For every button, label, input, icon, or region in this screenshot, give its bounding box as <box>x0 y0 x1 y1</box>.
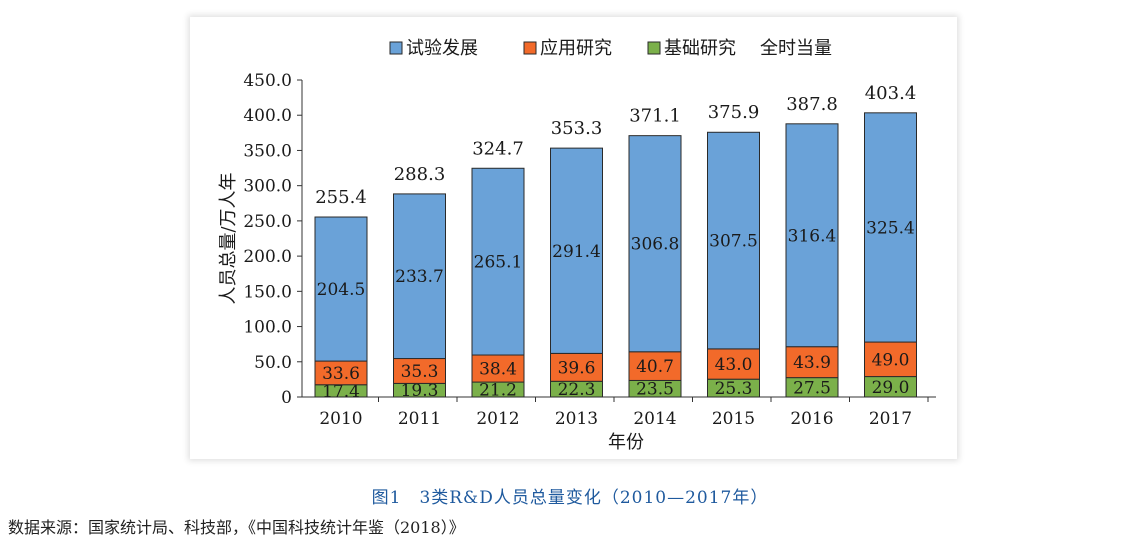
data-label: 40.7 <box>636 357 674 377</box>
source-note: 数据来源：国家统计局、科技部，《中国科技统计年鉴（2018）》 <box>8 518 465 537</box>
legend-extra-label: 全时当量 <box>760 38 832 59</box>
data-label: 38.4 <box>479 360 517 380</box>
x-tick-label: 2013 <box>555 409 598 429</box>
data-label: 325.4 <box>866 218 915 238</box>
bar-segment-experimental <box>707 131 760 350</box>
bar-segment-experimental <box>314 216 368 362</box>
y-tick-label: 200.0 <box>243 247 292 267</box>
data-label: 22.3 <box>558 380 596 400</box>
y-tick-label: 150.0 <box>243 282 292 302</box>
data-label: 43.9 <box>793 353 831 373</box>
y-tick-label: 100.0 <box>243 318 292 338</box>
legend-item-applied-swatch <box>523 41 537 55</box>
y-axis-label: 人员总量/万人年 <box>218 172 239 304</box>
data-label: 23.5 <box>636 380 674 400</box>
bar-segment-experimental <box>471 167 525 356</box>
legend-item-experimental-swatch <box>389 41 403 55</box>
y-tick-label: 250.0 <box>243 212 292 232</box>
x-tick-label: 2016 <box>790 409 833 429</box>
x-tick-label: 2011 <box>398 409 441 429</box>
y-tick-label: 450.0 <box>243 71 292 91</box>
data-label: 316.4 <box>788 226 837 246</box>
data-label: 21.2 <box>479 381 517 401</box>
x-tick-label: 2014 <box>633 409 676 429</box>
x-tick-label: 2010 <box>319 409 362 429</box>
legend-item-experimental-label: 试验发展 <box>406 38 478 59</box>
data-label: 204.5 <box>317 280 366 300</box>
data-label: 27.5 <box>793 378 831 398</box>
total-label: 255.4 <box>315 187 367 208</box>
y-tick-label: 350.0 <box>243 141 292 161</box>
bar-segment-experimental <box>785 123 839 348</box>
data-label: 265.1 <box>474 253 523 273</box>
total-label: 387.8 <box>786 94 838 115</box>
data-label: 49.0 <box>872 350 910 370</box>
bar-segment-experimental <box>628 135 682 353</box>
bar-segment-experimental <box>864 112 917 343</box>
bar-segment-applied <box>707 348 760 380</box>
data-label: 306.8 <box>631 235 680 255</box>
bar-segment-applied <box>864 341 917 378</box>
y-tick-label: 400.0 <box>243 106 292 126</box>
bar-segment-applied <box>550 352 603 382</box>
chart-panel: 0 50.0 100.0 150.0 200.0 250.0 300.0 350.0 400.0… <box>190 17 957 459</box>
total-label: 403.4 <box>865 83 917 104</box>
legend-item-basic-label: 基础研究 <box>664 38 736 59</box>
bar-segment-experimental <box>550 147 603 354</box>
x-tick-label: 2017 <box>869 409 912 429</box>
data-label: 43.0 <box>715 355 753 375</box>
total-label: 371.1 <box>629 106 681 127</box>
stacked-bar-chart: 0 50.0 100.0 150.0 200.0 250.0 300.0 350.0 400.0… <box>218 38 936 453</box>
data-label: 233.7 <box>395 267 444 287</box>
data-label: 17.4 <box>322 382 360 402</box>
x-tick-label: 2012 <box>476 409 519 429</box>
data-label: 307.5 <box>709 232 758 252</box>
data-label: 33.6 <box>322 364 360 384</box>
data-label: 35.3 <box>401 362 439 382</box>
bar-segment-experimental <box>393 193 446 360</box>
y-tick-label: 0 <box>281 388 292 408</box>
y-tick-label: 50.0 <box>254 353 292 373</box>
y-tick-label: 300.0 <box>243 177 292 197</box>
legend-item-applied-label: 应用研究 <box>540 38 612 59</box>
total-label: 324.7 <box>472 138 524 159</box>
data-label: 25.3 <box>715 379 753 399</box>
data-label: 29.0 <box>872 378 910 398</box>
legend-item-basic-swatch <box>647 41 661 55</box>
total-label: 353.3 <box>551 118 603 139</box>
x-tick-label: 2015 <box>712 409 755 429</box>
data-label: 291.4 <box>552 242 601 262</box>
total-label: 375.9 <box>708 102 760 123</box>
figure-caption: 图1 3类R&D人员总量变化（2010—2017年） <box>371 488 769 508</box>
bar-segment-applied <box>393 358 446 384</box>
x-axis-label: 年份 <box>608 432 644 453</box>
bar-segment-applied <box>628 351 682 381</box>
total-label: 288.3 <box>394 164 446 185</box>
data-label: 19.3 <box>401 381 439 401</box>
bar-segment-applied <box>785 346 839 379</box>
data-label: 39.6 <box>558 358 596 378</box>
